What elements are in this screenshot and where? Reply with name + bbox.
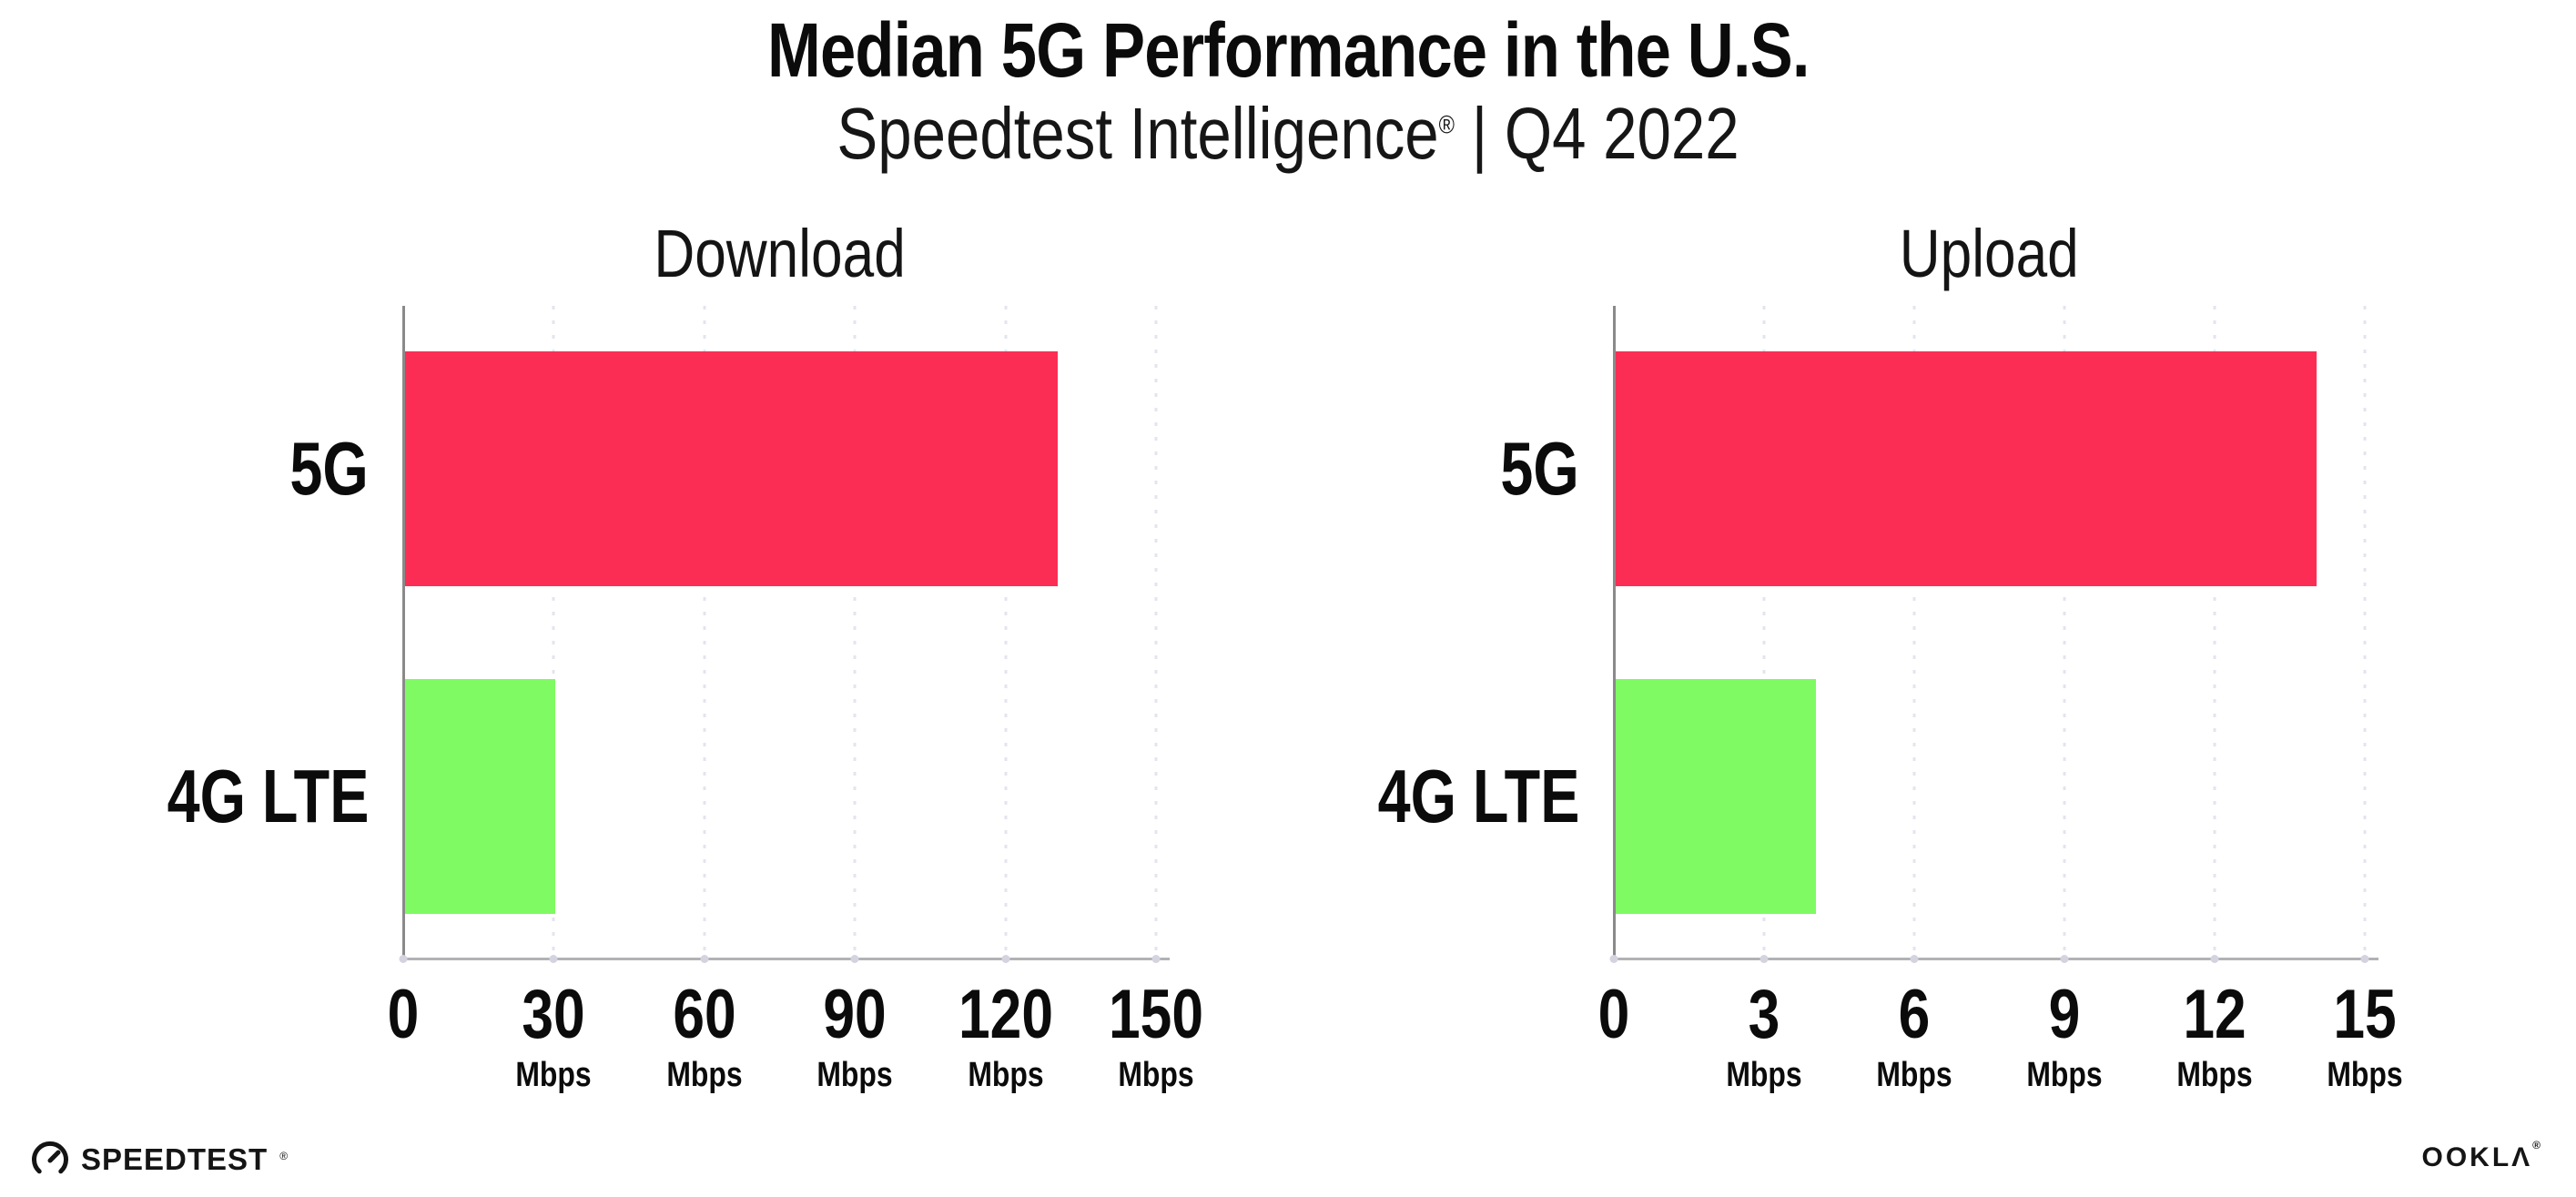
x-tick-value: 120 bbox=[958, 976, 1053, 1053]
gridline-120 bbox=[1004, 306, 1008, 959]
x-tick-unit: Mbps bbox=[515, 1056, 593, 1094]
x-tick-value: 3 bbox=[1748, 976, 1780, 1053]
gridline-30 bbox=[552, 306, 555, 959]
axis-tick-dot-6 bbox=[1910, 955, 1919, 963]
axis-tick-dot-0 bbox=[1609, 955, 1618, 963]
x-tick-value: 0 bbox=[1597, 976, 1630, 1053]
bar-5g bbox=[405, 351, 1058, 586]
speedtest-logo: SPEEDTEST ® bbox=[31, 1141, 288, 1179]
axis-tick-dot-90 bbox=[850, 955, 859, 963]
speedtest-wordmark: SPEEDTEST bbox=[81, 1142, 269, 1176]
subtitle-brand: Speedtest Intelligence bbox=[837, 93, 1439, 174]
x-tick-label-12: 12 Mbps bbox=[2169, 976, 2259, 1094]
x-tick-label-15: 15 Mbps bbox=[2319, 976, 2409, 1094]
x-tick-unit: Mbps bbox=[816, 1056, 893, 1094]
x-tick-label-150: 150 Mbps bbox=[1099, 976, 1214, 1094]
page-subtitle: Speedtest Intelligence® | Q4 2022 bbox=[0, 93, 2576, 175]
x-tick-value: 15 bbox=[2333, 976, 2397, 1053]
x-tick-label-0: 0 bbox=[384, 980, 422, 1050]
page-title-text: Median 5G Performance in the U.S. bbox=[766, 7, 1810, 93]
x-tick-label-60: 60 Mbps bbox=[659, 976, 749, 1094]
upload-chart-title: Upload bbox=[1899, 216, 2079, 291]
x-tick-unit: Mbps bbox=[967, 1056, 1044, 1094]
y-axis-line bbox=[402, 306, 405, 959]
gridline-6 bbox=[1912, 306, 1916, 959]
upload-plot-area: 0 3 Mbps 6 Mbps 9 Mbps 12 Mbps 15 Mbps 5G 4G LTE bbox=[1377, 306, 2403, 1092]
axis-tick-dot-60 bbox=[700, 955, 709, 963]
bar-4g-lte bbox=[405, 679, 556, 914]
page-title: Median 5G Performance in the U.S. bbox=[0, 7, 2576, 93]
bar-4g-lte bbox=[1616, 679, 1816, 914]
x-tick-unit: Mbps bbox=[2327, 1056, 2403, 1094]
x-tick-value: 150 bbox=[1109, 976, 1203, 1053]
category-label-5g: 5G bbox=[289, 426, 369, 511]
x-tick-label-9: 9 Mbps bbox=[2019, 976, 2109, 1094]
speedtest-registered-mark: ® bbox=[279, 1150, 289, 1162]
category-label-4g-lte: 4G LTE bbox=[1377, 754, 1579, 838]
x-axis-line bbox=[401, 958, 1170, 960]
gridline-15 bbox=[2363, 306, 2367, 959]
x-tick-unit: Mbps bbox=[666, 1056, 743, 1094]
gridline-12 bbox=[2213, 306, 2216, 959]
x-tick-unit: Mbps bbox=[1876, 1056, 1952, 1094]
category-label-4g-lte: 4G LTE bbox=[167, 754, 369, 838]
gridline-9 bbox=[2063, 306, 2066, 959]
axis-tick-dot-0 bbox=[399, 955, 408, 963]
subtitle-period: | Q4 2022 bbox=[1455, 93, 1739, 174]
gridline-90 bbox=[853, 306, 857, 959]
x-tick-value: 0 bbox=[387, 976, 420, 1053]
axis-tick-dot-120 bbox=[1001, 955, 1010, 963]
axis-tick-dot-3 bbox=[1760, 955, 1769, 963]
axis-tick-dot-12 bbox=[2210, 955, 2219, 963]
x-tick-label-0: 0 bbox=[1595, 980, 1633, 1050]
axis-tick-dot-15 bbox=[2360, 955, 2369, 963]
gridline-60 bbox=[703, 306, 706, 959]
x-tick-unit: Mbps bbox=[1726, 1056, 1802, 1094]
x-tick-unit: Mbps bbox=[1118, 1056, 1194, 1094]
ookla-logo: OOKLΛ® bbox=[2421, 1139, 2543, 1173]
axis-tick-dot-30 bbox=[549, 955, 558, 963]
x-tick-label-6: 6 Mbps bbox=[1869, 976, 1959, 1094]
x-axis-line bbox=[1612, 958, 2378, 960]
x-tick-label-3: 3 Mbps bbox=[1719, 976, 1809, 1094]
x-tick-value: 12 bbox=[2183, 976, 2246, 1053]
x-tick-value: 6 bbox=[1898, 976, 1931, 1053]
download-plot-area: 0 30 Mbps 60 Mbps 90 Mbps 120 Mbps 150 Mbps 5G 4G LT… bbox=[167, 306, 1203, 1092]
speedtest-gauge-icon bbox=[32, 1141, 68, 1174]
x-tick-label-120: 120 Mbps bbox=[948, 976, 1063, 1094]
x-tick-label-30: 30 Mbps bbox=[509, 976, 599, 1094]
category-label-5g: 5G bbox=[1500, 426, 1579, 511]
x-tick-unit: Mbps bbox=[2176, 1056, 2253, 1094]
bar-5g bbox=[1616, 351, 2317, 586]
x-tick-value: 90 bbox=[823, 976, 887, 1053]
gridline-150 bbox=[1154, 306, 1158, 959]
x-tick-unit: Mbps bbox=[2026, 1056, 2103, 1094]
axis-tick-dot-150 bbox=[1151, 955, 1161, 963]
y-axis-line bbox=[1613, 306, 1616, 959]
x-tick-label-90: 90 Mbps bbox=[810, 976, 900, 1094]
gridline-3 bbox=[1762, 306, 1766, 959]
download-chart-title: Download bbox=[654, 216, 906, 291]
x-tick-value: 9 bbox=[2048, 976, 2081, 1053]
x-tick-value: 30 bbox=[522, 976, 586, 1053]
ookla-registered-mark: ® bbox=[2532, 1139, 2543, 1151]
ookla-wordmark: OOKLΛ bbox=[2421, 1142, 2533, 1172]
x-tick-value: 60 bbox=[673, 976, 736, 1053]
registered-trademark-symbol: ® bbox=[1438, 110, 1455, 139]
axis-tick-dot-9 bbox=[2060, 955, 2069, 963]
